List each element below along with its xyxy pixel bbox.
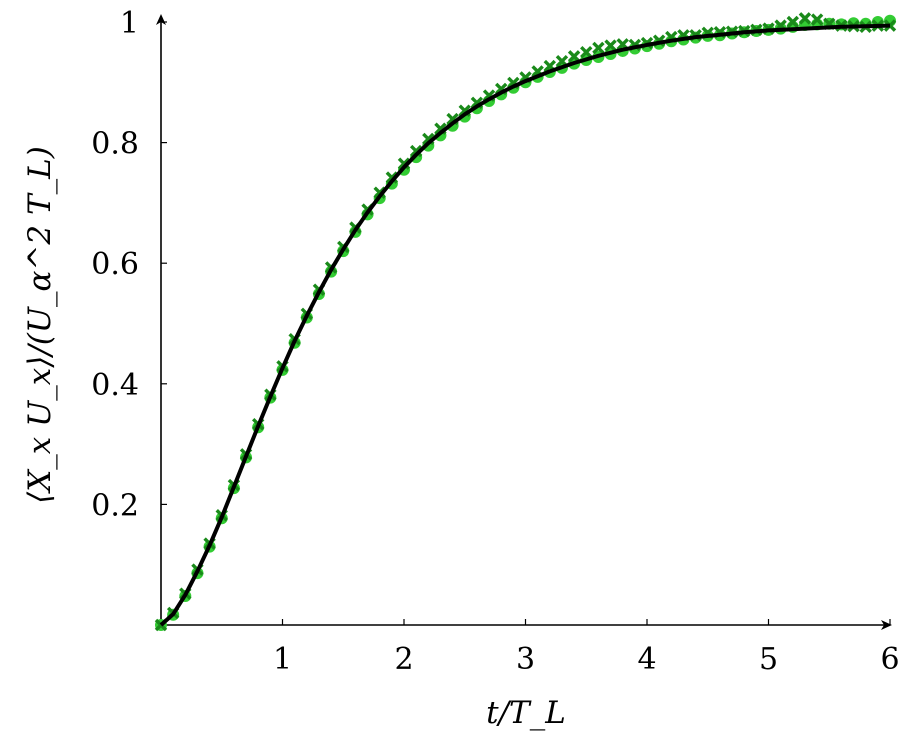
cross-marker-point xyxy=(604,39,617,52)
cross-marker-point xyxy=(580,45,593,59)
x-tick-label: 1 xyxy=(273,642,292,677)
cross-marker-point xyxy=(798,12,812,25)
x-tick-label: 4 xyxy=(637,642,656,677)
y-tick-label: 0.6 xyxy=(91,247,139,282)
x-tick-label: 6 xyxy=(880,642,899,677)
x-tick-label: 3 xyxy=(516,642,535,677)
cross-marker-point xyxy=(810,13,824,26)
x-axis-label: t/T_L xyxy=(486,695,566,731)
x-axis-arrow xyxy=(881,620,892,630)
cross-marker-point xyxy=(397,157,411,170)
y-tick-label: 1 xyxy=(120,6,139,41)
x-tick-label: 2 xyxy=(394,642,413,677)
cross-marker-point xyxy=(385,171,399,184)
fit-curve-line xyxy=(159,23,891,627)
y-axis-label: ⟨X_x U_x⟩/(U_α^2 T_L) xyxy=(22,146,58,504)
y-tick-label: 0.8 xyxy=(91,127,139,162)
cross-marker-point xyxy=(567,50,581,63)
y-tick-label: 0.4 xyxy=(91,368,139,403)
cross-marker-point xyxy=(786,15,800,29)
x-tick-label: 5 xyxy=(759,642,778,677)
cross-marker-point xyxy=(409,144,423,158)
ticks: 1 2 3 4 5 6 0.2 0.4 0.6 0.8 1 xyxy=(91,6,899,677)
cross-marker-point xyxy=(592,41,605,55)
axes xyxy=(156,14,892,630)
y-tick-label: 0.2 xyxy=(91,488,139,523)
plot-area xyxy=(154,12,897,632)
